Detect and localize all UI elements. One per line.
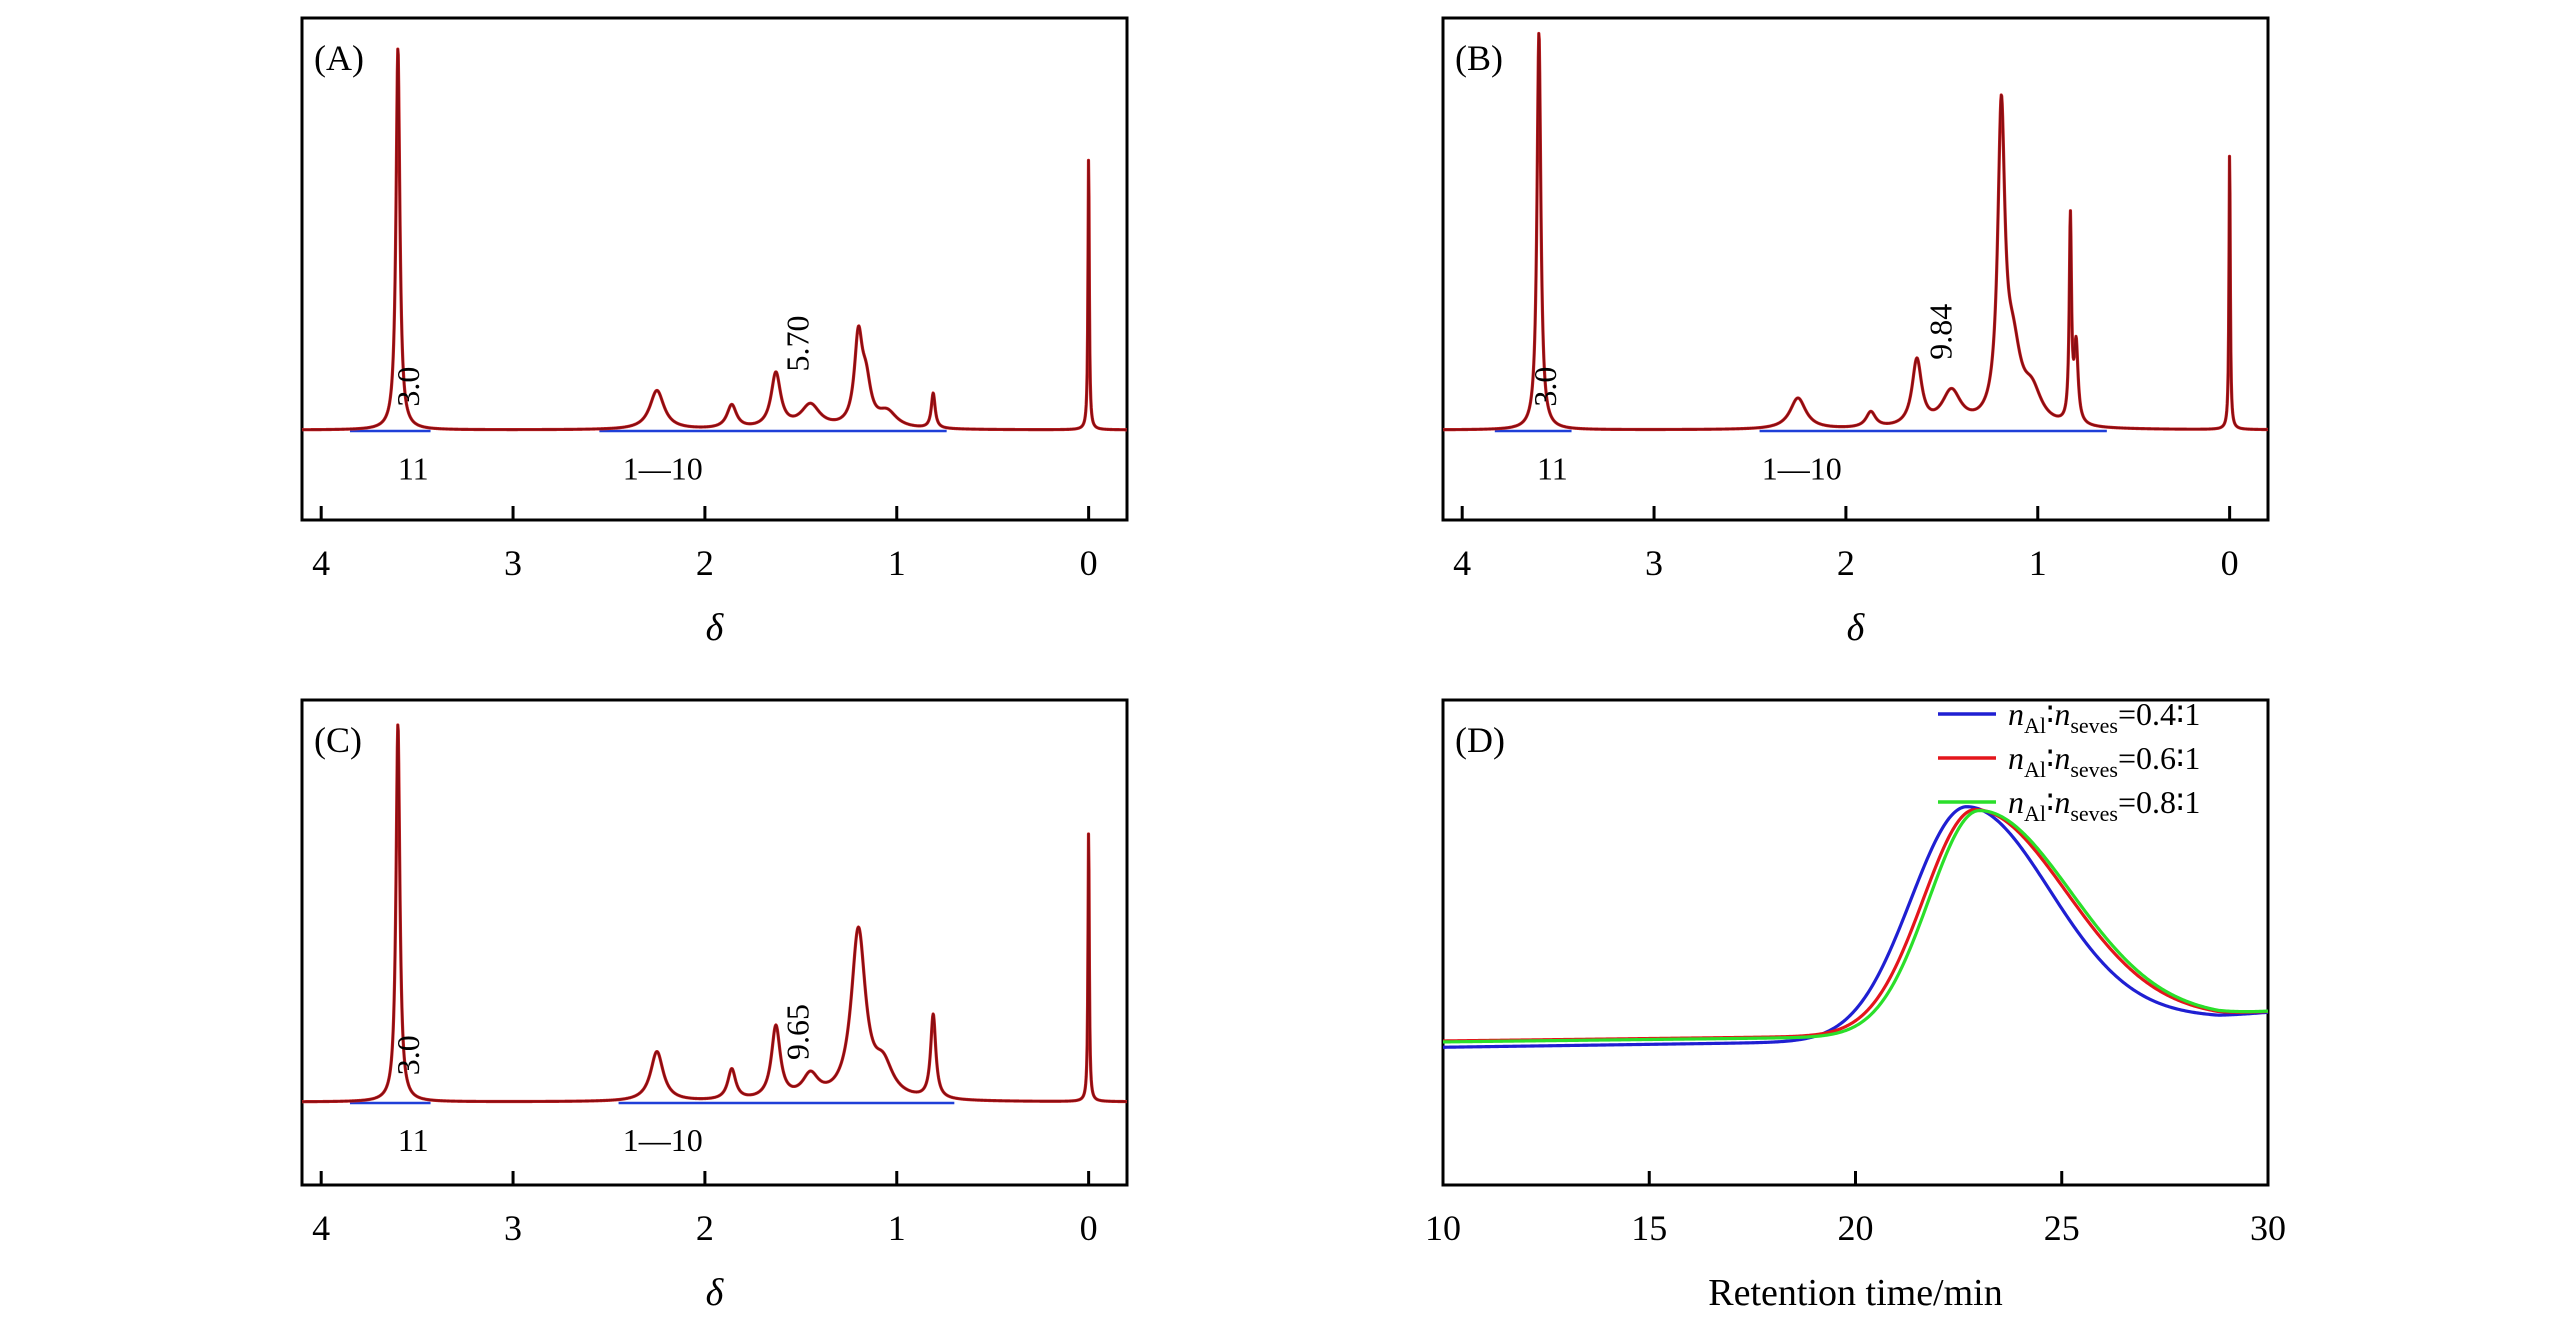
panel-a: 4 3 2 1 0 δ (A) 3.0 5.70 11 1—10 — [300, 16, 1129, 649]
panel-label: (A) — [314, 38, 364, 78]
x-tick-label: 2 — [696, 543, 714, 583]
x-tick-label: 0 — [2221, 543, 2239, 583]
x-tick-label: 3 — [504, 543, 522, 583]
plot-frame — [300, 16, 1129, 522]
x-axis-label: δ — [1847, 607, 1866, 649]
integration-range-label: 11 — [398, 450, 429, 486]
integration-range-label: 1—10 — [623, 450, 703, 486]
x-tick-label: 10 — [1425, 1208, 1461, 1248]
x-tick-label: 0 — [1080, 543, 1098, 583]
legend-entry: nAl∶nseves=0.8∶1 — [2008, 784, 2200, 826]
integral-value-label: 3.0 — [390, 1035, 426, 1075]
panel-label: (C) — [314, 720, 362, 760]
integral-value-label: 9.65 — [780, 1004, 816, 1060]
plot-frame — [1441, 16, 2270, 522]
x-tick-label: 30 — [2250, 1208, 2286, 1248]
x-tick-label: 4 — [1453, 543, 1471, 583]
integral-value-label: 3.0 — [390, 367, 426, 407]
spectrum-line — [301, 47, 1128, 431]
x-tick-label: 4 — [312, 543, 330, 583]
panel-label: (B) — [1455, 38, 1503, 78]
x-tick-label: 2 — [696, 1208, 714, 1248]
series-line — [1442, 805, 2269, 1049]
panel-c: 4 3 2 1 0 δ (C) 3.0 9.65 11 1—10 — [300, 698, 1129, 1314]
panel-label: (D) — [1455, 720, 1505, 760]
legend-entry: nAl∶nseves=0.6∶1 — [2008, 740, 2200, 782]
series-line — [1442, 808, 2269, 1043]
integral-value-label: 3.0 — [1527, 367, 1563, 407]
x-tick-label: 4 — [312, 1208, 330, 1248]
x-tick-label: 3 — [1645, 543, 1663, 583]
x-axis-label: δ — [706, 607, 725, 649]
x-tick-label: 1 — [2029, 543, 2047, 583]
integral-value-label: 9.84 — [1922, 304, 1958, 360]
spectrum-overlay-line — [1441, 31, 2270, 432]
spectrum-line — [301, 723, 1128, 1103]
x-tick-label: 2 — [1837, 543, 1855, 583]
series-line — [1442, 808, 2269, 1044]
x-axis-label: δ — [706, 1272, 725, 1314]
integration-range-label: 1—10 — [623, 1122, 703, 1158]
x-tick-label: 25 — [2044, 1208, 2080, 1248]
spectrum-line — [1442, 32, 2269, 431]
panel-d: 10 15 20 25 30 Retention time/min (D) nAl∶nseve… — [1425, 696, 2286, 1314]
panel-b: 4 3 2 1 0 δ (B) 3.0 9.84 11 1—10 — [1441, 16, 2270, 649]
integral-value-label: 5.70 — [780, 316, 816, 372]
x-tick-label: 15 — [1631, 1208, 1667, 1248]
x-tick-label: 3 — [504, 1208, 522, 1248]
x-tick-label: 0 — [1080, 1208, 1098, 1248]
integration-range-label: 11 — [1537, 450, 1568, 486]
x-axis-label: Retention time/min — [1708, 1272, 2002, 1314]
plot-frame — [300, 698, 1129, 1187]
x-tick-label: 1 — [888, 1208, 906, 1248]
integration-range-label: 1—10 — [1762, 450, 1842, 486]
legend-entry: nAl∶nseves=0.4∶1 — [2008, 696, 2200, 738]
x-tick-label: 20 — [1838, 1208, 1874, 1248]
integration-range-label: 11 — [398, 1122, 429, 1158]
x-tick-label: 1 — [888, 543, 906, 583]
